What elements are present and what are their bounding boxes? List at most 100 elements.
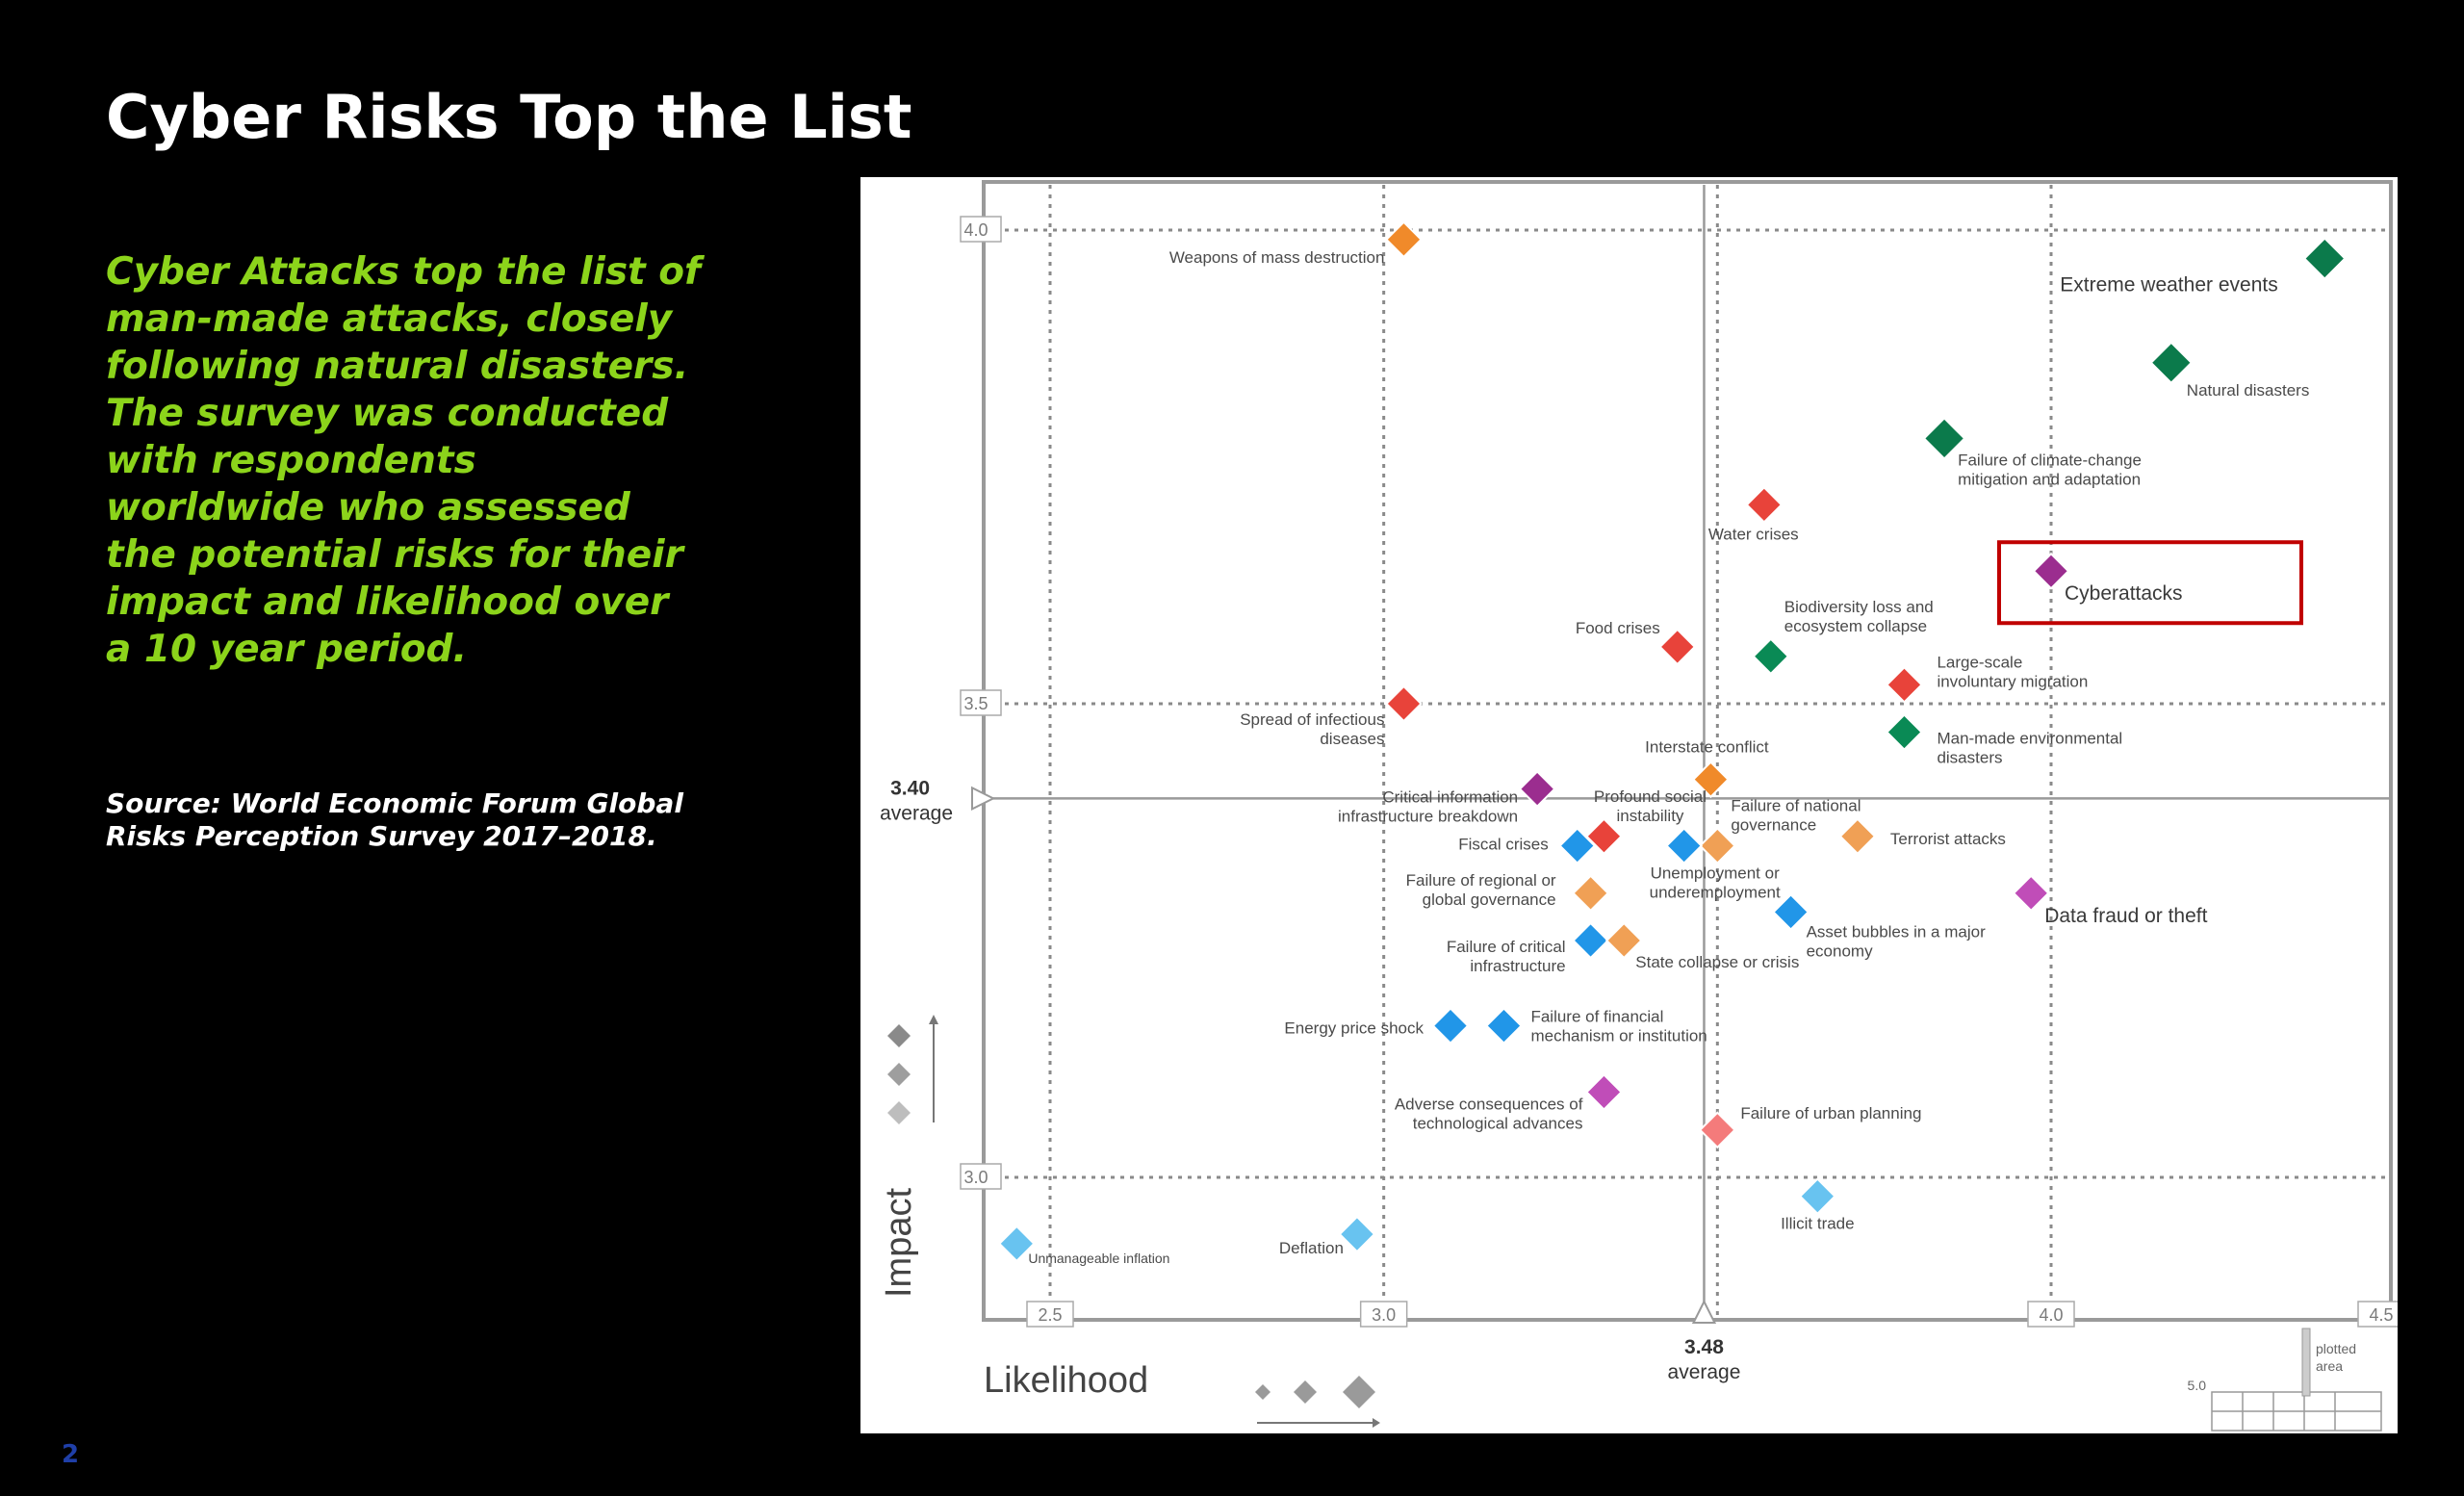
risk-marker — [1691, 761, 1730, 799]
source-note: Source: World Economic Forum Global Risk… — [106, 787, 683, 852]
risk-label-line: Interstate conflict — [1645, 738, 1769, 757]
risk-label: Profound social instability — [1594, 787, 1707, 825]
risk-marker — [1585, 817, 1623, 856]
risk-label-line: Asset bubbles in a major — [1807, 922, 1986, 941]
risk-label-line: instability — [1617, 807, 1684, 825]
risk-label-line: Large-scale — [1937, 653, 2022, 671]
impact-key-diamond — [887, 1024, 911, 1047]
risk-point: Natural disasters — [2149, 341, 2310, 400]
mini-key-text-line-2: area — [2316, 1358, 2343, 1374]
risk-marker — [1665, 827, 1704, 865]
risk-label: Adverse consequences of technological adv… — [1395, 1095, 1583, 1132]
risk-point: Water crises — [1708, 485, 1799, 543]
risk-label-line: Unemployment or — [1651, 864, 1781, 883]
risk-label: Asset bubbles in a major economy — [1807, 922, 1986, 960]
risk-marker — [1485, 1007, 1523, 1045]
risk-marker — [997, 1225, 1036, 1263]
risk-label: Cyberattacks — [2065, 582, 2183, 605]
x-tick-box — [1026, 1301, 1074, 1328]
y-tick-box — [960, 216, 1002, 243]
risk-label-line: ecosystem collapse — [1784, 617, 1927, 635]
risk-point: Adverse consequences of technological adv… — [1395, 1073, 1623, 1132]
risk-label: Man-made environmental disasters — [1937, 730, 2122, 767]
risk-marker — [1752, 637, 1790, 676]
risk-point: Failure of urban planning — [1698, 1104, 1921, 1149]
x-tick-label: 4.5 — [2369, 1305, 2393, 1325]
risk-marker — [1604, 921, 1643, 960]
risk-label: Unemployment or underemployment — [1650, 864, 1781, 902]
risk-label-line: Failure of financial — [1530, 1008, 1663, 1026]
risk-label: Spread of infectious diseases — [1240, 710, 1384, 748]
risk-point: Failure of critical infrastructure — [1447, 921, 1610, 975]
x-tick-label: 2.5 — [1038, 1305, 1062, 1325]
risk-label: Weapons of mass destruction — [1169, 248, 1385, 267]
risk-label-line: Cyberattacks — [2065, 582, 2183, 605]
risk-point: Unemployment or underemployment — [1650, 827, 1781, 902]
risk-marker — [1745, 485, 1784, 524]
risk-label: Failure of regional or global governance — [1406, 871, 1556, 909]
risk-label: Water crises — [1708, 525, 1799, 543]
risk-marker — [1431, 1007, 1470, 1045]
risk-label-line: Fiscal crises — [1458, 836, 1549, 854]
risk-marker — [1886, 665, 1923, 704]
risk-chart-panel: 3.48 average 3.40 average 2.5 3.0 4.0 4.5 3.0 3.5… — [860, 177, 2398, 1433]
risk-marker — [2149, 341, 2194, 385]
risk-label-line: Food crises — [1576, 619, 1660, 637]
risk-label-line: Adverse consequences of — [1395, 1095, 1583, 1113]
risk-label-line: involuntary migration — [1937, 672, 2088, 690]
risk-marker — [1572, 921, 1610, 960]
risk-label: Fiscal crises — [1458, 836, 1549, 854]
x-tick-label: 4.0 — [2039, 1305, 2063, 1325]
risk-point: Deflation — [1279, 1215, 1376, 1257]
y-average-marker — [971, 786, 996, 812]
mini-key-bar — [2301, 1328, 2311, 1397]
risk-label-line: State collapse or crisis — [1635, 953, 1799, 971]
risk-point: Terrorist attacks — [1838, 817, 2006, 856]
risk-label: Data fraud or theft — [2044, 905, 2207, 927]
risk-label-line: Extreme weather events — [2060, 274, 2277, 297]
x-average-value: 3.48 — [1684, 1336, 1724, 1358]
summary-text: Cyber Attacks top the list of man-made a… — [106, 250, 702, 671]
impact-key-diamond — [887, 1101, 911, 1124]
risk-point: Food crises — [1576, 619, 1697, 666]
risk-marker — [1772, 893, 1810, 931]
y-average-value: 3.40 — [890, 777, 930, 799]
x-tick-box — [1359, 1301, 1408, 1328]
risk-marker — [1698, 827, 1736, 865]
size-key-diamond — [1255, 1384, 1270, 1400]
risk-point: Unmanageable inflation — [997, 1225, 1169, 1266]
risk-marker — [2012, 874, 2050, 913]
risk-marker — [2302, 237, 2347, 280]
risk-point: Failure of national governance — [1698, 797, 1861, 865]
risk-label-line: diseases — [1320, 730, 1384, 748]
risk-point: Man-made environmental disasters — [1886, 713, 2122, 767]
risk-label-line: Failure of urban planning — [1740, 1104, 1921, 1122]
risk-label: Failure of financial mechanism or institu… — [1530, 1008, 1707, 1045]
y-tick-label: 3.5 — [963, 694, 988, 713]
x-axis-title: Likelihood — [984, 1360, 1148, 1401]
risk-marker — [1558, 827, 1597, 865]
x-tick-box — [2357, 1301, 2398, 1328]
risk-label-line: infrastructure — [1470, 957, 1565, 975]
risk-marker — [1798, 1177, 1836, 1216]
x-tick-label: 3.0 — [1372, 1305, 1396, 1325]
risk-point: Profound social instability — [1585, 787, 1707, 856]
risk-label: Failure of national governance — [1731, 797, 1861, 835]
y-tick-box — [960, 689, 1002, 716]
impact-key-diamond — [887, 1063, 911, 1086]
mini-key-text-line-1: plotted — [2316, 1341, 2356, 1356]
risk-label-line: technological advances — [1413, 1114, 1583, 1132]
y-tick-label: 4.0 — [963, 220, 988, 240]
size-key-diamond — [1294, 1380, 1317, 1404]
risk-label: Large-scale involuntary migration — [1937, 653, 2088, 690]
risk-marker — [1572, 874, 1610, 913]
risk-label-line: Failure of critical — [1447, 938, 1566, 956]
risk-label-line: Terrorist attacks — [1890, 830, 2006, 848]
risk-label: Natural disasters — [2187, 381, 2310, 400]
risk-label: Biodiversity loss and ecosystem collapse — [1784, 598, 1934, 635]
risk-label: Illicit trade — [1781, 1215, 1855, 1233]
risk-label: Extreme weather events — [2060, 274, 2277, 297]
risk-point: Extreme weather events — [2060, 237, 2347, 297]
risk-marker — [1585, 1073, 1623, 1111]
